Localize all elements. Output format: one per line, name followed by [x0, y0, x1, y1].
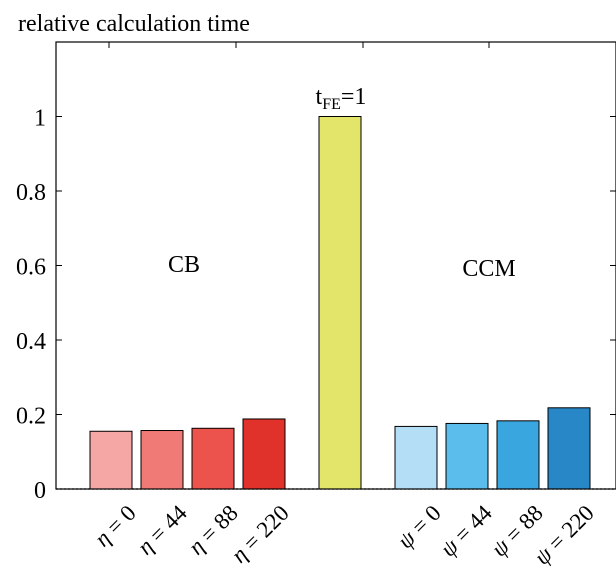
x-tick-labels: η = 0η = 44η = 88η = 220 ψ = 0ψ = 44ψ = 8…	[90, 500, 599, 570]
bars	[89, 116, 591, 490]
bar	[318, 116, 362, 490]
bar	[547, 407, 591, 490]
bar	[242, 418, 286, 490]
y-tick-labels: 0 0.2 0.4 0.6 0.8 1	[16, 106, 46, 505]
y-tick-label: 0.6	[16, 255, 46, 281]
x-tick-label: η = 220	[226, 500, 293, 567]
y-tick-label: 0.2	[16, 404, 46, 430]
y-tick-label: 0.4	[16, 329, 46, 355]
bar	[394, 425, 438, 490]
group-label-cb: CB	[168, 252, 200, 278]
fe-annotation: tFE=1	[316, 84, 367, 113]
y-tick-label: 1	[34, 106, 46, 132]
plot-frame	[55, 41, 616, 490]
y-tick-label: 0	[34, 478, 46, 504]
fe-annotation-rest: =1	[341, 84, 367, 110]
y-axis-label: relative calculation time	[18, 11, 250, 37]
fe-annotation-sub: FE	[322, 96, 341, 113]
bar	[191, 427, 235, 490]
bar	[445, 422, 489, 490]
bar	[496, 420, 540, 490]
y-tick-label: 0.8	[16, 180, 46, 206]
fe-annotation-t: t	[316, 84, 323, 110]
group-label-ccm: CCM	[462, 256, 515, 282]
x-tick-label: ψ = 44	[435, 500, 497, 562]
bar	[140, 430, 184, 490]
x-tick-label: η = 44	[133, 500, 193, 560]
bar	[89, 430, 133, 490]
